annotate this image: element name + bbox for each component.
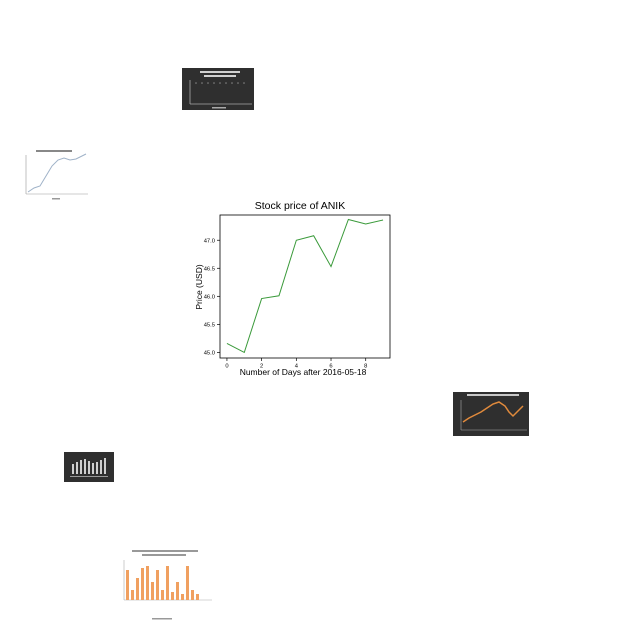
series-line [226,218,384,354]
thumbnail-chart-orange-bars [112,548,216,624]
y-axis: 45.0 45.5 46.0 46.5 47.0 [204,238,220,357]
x-tick-label: 4 [295,364,299,370]
x-tick-label: 0 [225,364,228,370]
y-tick-label: 46.5 [204,266,215,272]
stock-price-chart: Stock price of ANIK 45.0 45.5 46.0 46.5 47.0… [190,195,400,380]
thumbnail-chart-dark-bars [64,452,114,482]
line-layer [226,218,384,354]
x-tick-label: 6 [329,364,332,370]
x-tick-label: 8 [364,364,367,370]
y-tick-label: 46.0 [204,295,215,301]
y-tick-label: 45.5 [204,323,215,329]
chart-title: Stock price of ANIK [255,200,345,212]
thumbnail-chart-light-line [18,148,90,202]
thumbnail-chart-dark-scatter [182,68,254,110]
x-tick-label: 2 [260,364,263,370]
y-tick-label: 47.0 [204,238,215,244]
plot-frame [219,214,391,359]
thumbnail-chart-dark-orange-line [453,392,529,436]
chart-svg: Stock price of ANIK 45.0 45.5 46.0 46.5 47.0… [194,200,391,377]
x-axis-label: Number of Days after 2016-05-18 [240,367,367,377]
y-axis-label: Price (USD) [194,264,204,310]
y-tick-label: 45.0 [204,351,215,357]
x-axis: 0 2 4 6 8 [225,358,367,370]
